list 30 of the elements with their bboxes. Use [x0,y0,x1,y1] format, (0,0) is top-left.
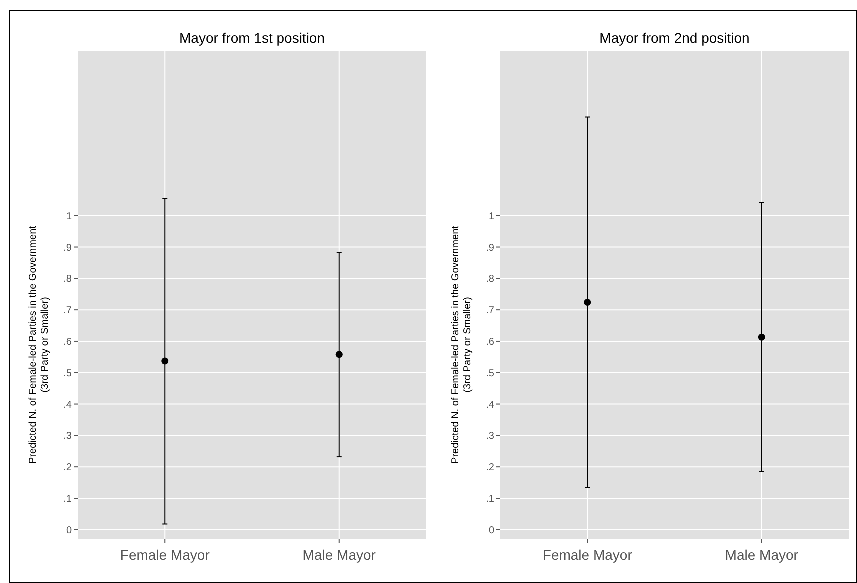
x-tick-label: Female Mayor [120,547,210,563]
y-tick-label: .4 [64,400,72,411]
y-tick-label: .3 [64,431,72,442]
y-tick-label: 1 [66,211,72,222]
x-tick-label: Male Mayor [725,547,799,563]
y-tick-label: .2 [486,462,495,474]
y-tick-label: .9 [486,242,495,254]
y-tick-label: .1 [64,494,72,505]
y-tick-label: .8 [64,274,72,286]
y-tick-label: .9 [64,242,72,254]
y-tick-label: 0 [66,525,72,536]
y-tick-label: .7 [486,306,495,317]
x-tick-label: Male Mayor [302,547,376,563]
y-tick-label: 0 [488,525,495,536]
chart-title: Mayor from 2nd position [600,30,750,46]
y-tick-label: 1 [488,211,495,222]
y-tick-label: .5 [64,368,72,380]
y-tick-label: .5 [486,368,495,380]
y-tick-label: .1 [486,494,495,505]
y-tick-label: .4 [486,400,495,411]
y-axis-title: Predicted N. of Female-led Parties in the Government (3rd Party or Smaller) [450,226,474,464]
y-tick-label: .7 [64,306,72,317]
y-tick-label: .2 [64,462,72,474]
x-tick-label: Female Mayor [542,547,633,563]
y-tick-label: .8 [486,274,495,286]
y-tick-label: .6 [64,336,72,348]
y-axis-title: Predicted N. of Female-led Parties in the Government (3rd Party or Smaller) [28,226,51,464]
chart-title: Mayor from 1st position [180,30,325,46]
y-tick-label: .6 [486,336,495,348]
y-tick-label: .3 [486,431,495,442]
